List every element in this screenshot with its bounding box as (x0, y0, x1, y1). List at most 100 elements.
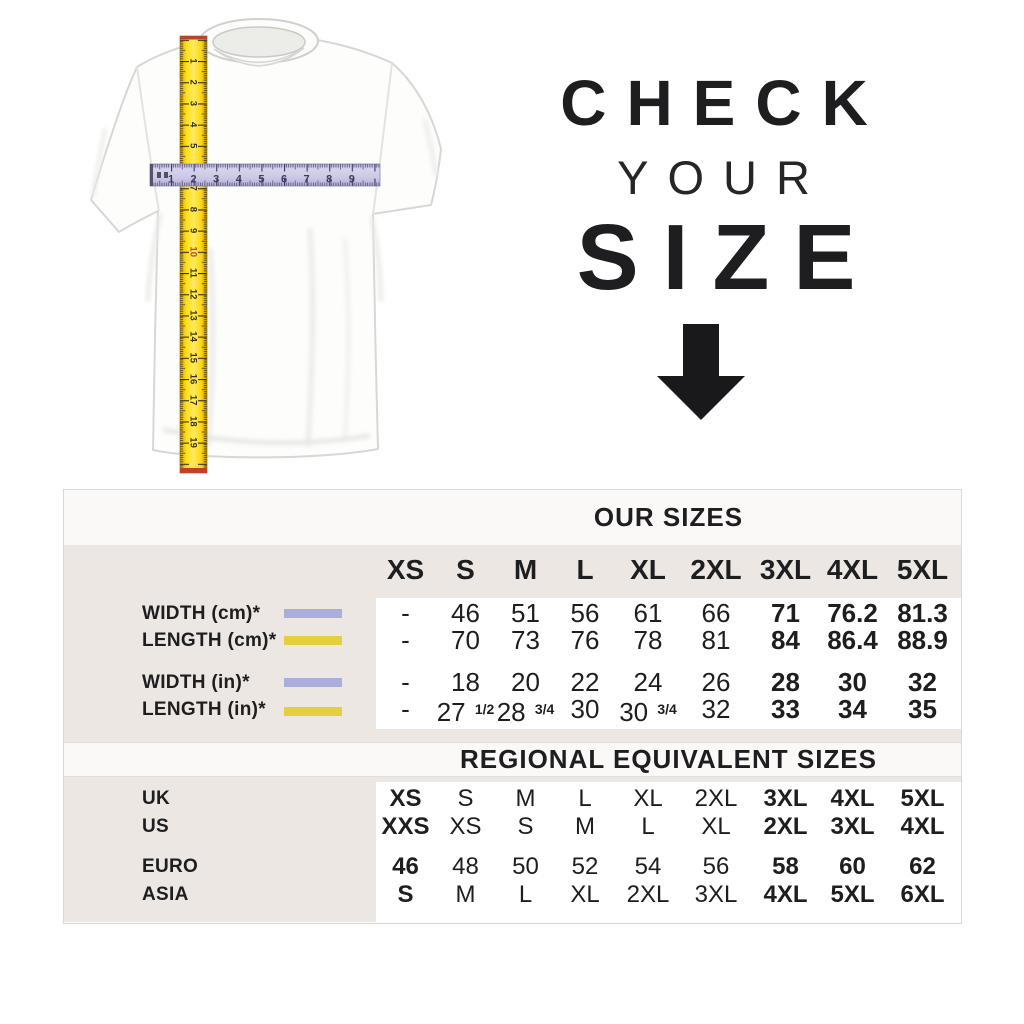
yellow-tape-swatch (284, 636, 342, 645)
size-cell: 84 (771, 625, 800, 655)
horizontal-tape-number: 9 (349, 174, 355, 186)
regional-size-cell: M (515, 785, 536, 812)
regional-size-cell: 54 (634, 853, 662, 880)
measurement-rows-section: WIDTH (cm)* -46 51 56 61 66 71 76.2 81.3 LENGTH (… (64, 595, 961, 742)
purple-tape-swatch (284, 678, 342, 687)
vertical-tape-number: 18 (187, 416, 198, 427)
vertical-tape-number: 15 (187, 353, 198, 364)
vertical-tape-number: 5 (187, 143, 198, 149)
regional-size-cell: 4XL (900, 813, 945, 840)
yellow-tape-swatch (284, 706, 342, 716)
size-cell: 71 (771, 598, 800, 628)
column-header-5xl: 5XL (896, 554, 949, 585)
vertical-tape-number: 19 (187, 437, 198, 448)
regional-size-cell: L (518, 881, 533, 908)
size-column-headers: XS S M L XL 2XL 3XL 4XL 5XL (64, 545, 961, 595)
regional-size-cell: 5XL (900, 785, 945, 812)
size-cell: 70 (451, 625, 480, 655)
regional-size-cell: S (457, 785, 474, 812)
regional-size-cell: 58 (772, 853, 799, 880)
vertical-tape-number: 14 (187, 331, 198, 342)
size-cell: 18 (451, 667, 480, 697)
horizontal-tape-number: 4 (236, 174, 243, 186)
column-header-xs: XS (386, 554, 425, 585)
vertical-tape-number: 11 (187, 268, 198, 279)
regional-size-cell: 2XL (694, 785, 738, 812)
size-cell: 26 (701, 667, 731, 697)
column-header-3xl: 3XL (759, 554, 812, 585)
regional-row: EURO 46 48 50 52 54 56 58 60 62 (64, 853, 961, 881)
column-header-2xl: 2XL (690, 554, 742, 585)
hero-title-check: CHECK (560, 67, 888, 139)
regional-size-cell: 62 (909, 853, 936, 880)
regional-size-cell: M (575, 813, 595, 840)
size-cell: 32 (701, 694, 731, 724)
size-cell: 30 (570, 694, 600, 724)
size-cell: 30 (838, 667, 867, 697)
regional-size-cell: XL (633, 785, 663, 812)
size-cell: 78 (633, 625, 663, 655)
column-header-l: L (576, 554, 594, 585)
horizontal-tape-number: 5 (258, 174, 264, 186)
size-cell: 51 (511, 598, 540, 628)
header-spacer (64, 545, 376, 595)
regional-size-cell: 52 (571, 853, 599, 880)
vertical-tape-number: 2 (187, 80, 198, 85)
regional-size-cell: 2XL (626, 881, 670, 908)
regional-size-cell: 56 (702, 853, 730, 880)
regional-row: ASIA S M L XL 2XL 3XL 4XL 5XL 6XL (64, 881, 961, 909)
region-label: UK (142, 788, 171, 809)
regional-size-cell: S (517, 813, 534, 840)
vertical-measuring-tape: 12345678910111213141516171819 (179, 35, 208, 474)
row-label: WIDTH (in)* (64, 669, 376, 696)
regional-size-cell: 4XL (830, 785, 875, 812)
size-cell: - (401, 625, 410, 655)
regional-rows-section: UK XS S M L XL 2XL 3XL 4XL 5XL US XXS XS S M L XL 2XL 3XL 4… (64, 777, 961, 922)
region-label: ASIA (142, 884, 189, 905)
size-cell: 66 (701, 598, 731, 628)
regional-size-cell: XL (570, 881, 600, 908)
horizontal-tape-number: 2 (191, 174, 197, 186)
vertical-tape-number: 12 (187, 289, 198, 300)
size-cell: 32 (908, 667, 937, 697)
regional-size-cell: XS (449, 813, 482, 840)
region-label: US (142, 816, 169, 837)
size-cell: - (401, 667, 410, 697)
size-cell: 86.4 (827, 625, 878, 655)
vertical-tape-number: 9 (187, 228, 198, 233)
size-cell: 22 (570, 667, 600, 697)
regional-header-row: REGIONAL EQUIVALENT SIZES (64, 742, 961, 777)
regional-size-cell: 3XL (763, 785, 808, 812)
row-label: WIDTH (cm)* (64, 600, 376, 627)
size-cell: - (401, 598, 410, 628)
size-chart: OUR SIZES XS S M L XL 2XL 3XL 4XL 5XL WIDTH (cm)… (63, 489, 962, 924)
horizontal-tape-number: 6 (281, 174, 287, 186)
measurement-row: WIDTH (cm)* - 46 51 56 61 66 71 76.2 81.3 (64, 600, 961, 627)
down-arrow-icon (657, 324, 745, 420)
column-header-4xl: 4XL (826, 554, 879, 585)
size-cell: 34 (838, 694, 867, 724)
regional-values-panel (376, 782, 961, 922)
horizontal-tape-number: 8 (326, 174, 332, 186)
size-cell: 81.3 (897, 598, 948, 628)
regional-size-cell: 46 (392, 853, 419, 880)
regional-row: US XXS XS S M L XL 2XL 3XL 4XL (64, 813, 961, 841)
size-cell: 27 1/2 (436, 697, 495, 727)
size-cell: - (401, 694, 410, 724)
regional-size-cell: 48 (452, 853, 479, 880)
regional-size-cell: S (397, 881, 414, 908)
purple-tape-swatch (284, 609, 342, 618)
hero-title-your: YOUR (617, 151, 829, 204)
size-cell: 35 (908, 694, 937, 724)
vertical-tape-number: 17 (187, 395, 198, 406)
size-cell: 56 (570, 598, 600, 628)
vertical-tape-number: 16 (187, 374, 198, 385)
column-header-xl: XL (630, 554, 666, 585)
size-cell: 76 (570, 625, 600, 655)
vertical-tape-number: 1 (187, 58, 198, 64)
regional-row: UK XS S M L XL 2XL 3XL 4XL 5XL (64, 785, 961, 813)
our-sizes-title: OUR SIZES (593, 502, 744, 532)
regional-size-cell: 6XL (900, 881, 945, 908)
